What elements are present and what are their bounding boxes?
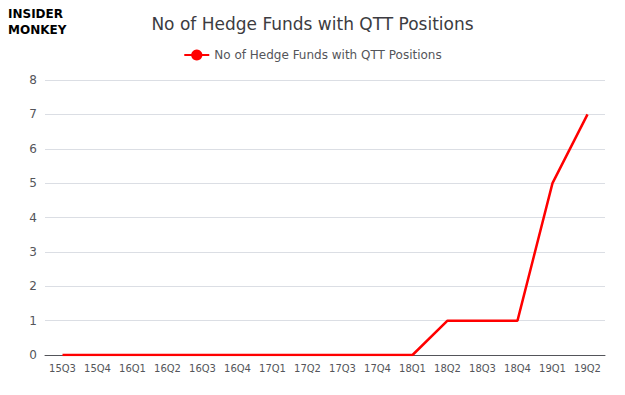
svg-text:2: 2 [29, 279, 37, 293]
svg-text:18Q2: 18Q2 [434, 363, 461, 374]
svg-text:MONKEY: MONKEY [8, 23, 67, 37]
svg-text:0: 0 [29, 348, 37, 362]
svg-text:16Q3: 16Q3 [189, 363, 216, 374]
svg-text:1: 1 [29, 314, 37, 328]
svg-text:16Q2: 16Q2 [154, 363, 181, 374]
svg-text:19Q2: 19Q2 [574, 363, 601, 374]
svg-text:4: 4 [29, 211, 37, 225]
svg-text:17Q3: 17Q3 [329, 363, 356, 374]
svg-text:16Q4: 16Q4 [224, 363, 251, 374]
svg-text:18Q3: 18Q3 [469, 363, 496, 374]
svg-text:18Q1: 18Q1 [399, 363, 426, 374]
svg-text:15Q3: 15Q3 [49, 363, 76, 374]
svg-text:No of Hedge Funds with QTT Pos: No of Hedge Funds with QTT Positions [214, 48, 441, 62]
svg-text:7: 7 [29, 107, 37, 121]
svg-text:3: 3 [29, 245, 37, 259]
svg-text:17Q1: 17Q1 [259, 363, 286, 374]
svg-text:18Q4: 18Q4 [504, 363, 531, 374]
svg-text:8: 8 [29, 73, 37, 87]
svg-text:19Q1: 19Q1 [539, 363, 566, 374]
svg-text:17Q4: 17Q4 [364, 363, 391, 374]
svg-text:No of Hedge Funds with QTT Pos: No of Hedge Funds with QTT Positions [151, 14, 473, 34]
svg-text:15Q4: 15Q4 [84, 363, 111, 374]
svg-text:17Q2: 17Q2 [294, 363, 321, 374]
svg-text:5: 5 [29, 176, 37, 190]
svg-text:INSIDER: INSIDER [8, 7, 63, 21]
svg-text:6: 6 [29, 142, 37, 156]
svg-text:16Q1: 16Q1 [119, 363, 146, 374]
